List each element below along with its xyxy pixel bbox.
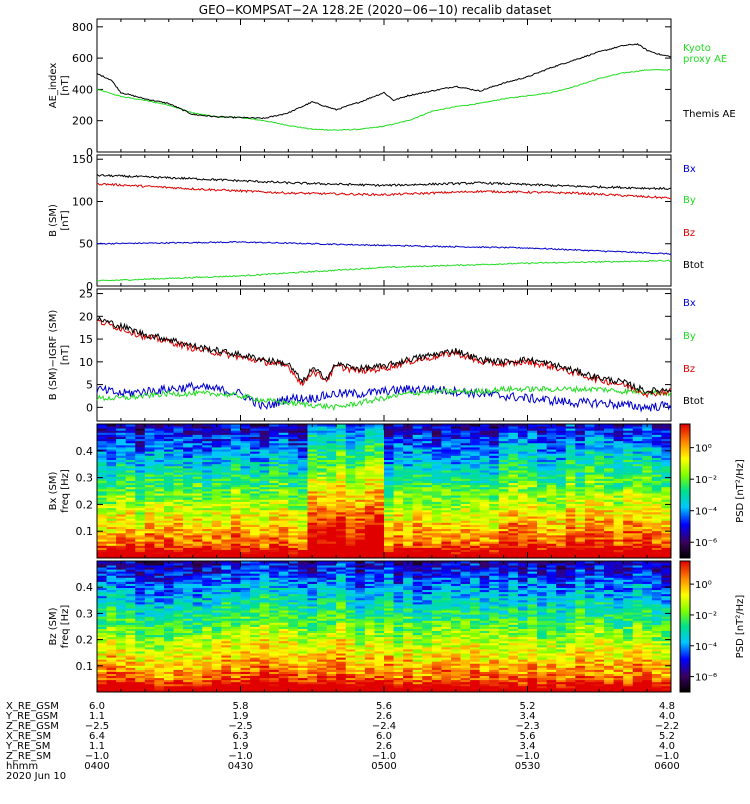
legend-label-by: By [683, 195, 696, 206]
panel-frame [97, 19, 671, 152]
y-tick-label: 600 [72, 52, 93, 65]
colorbar-tick-label: 10⁻⁴ [695, 507, 717, 518]
series-line-kyoto-proxy-ae [97, 69, 671, 130]
y-tick-label: 0.1 [76, 525, 94, 538]
chart-title: GEO−KOMPSAT−2A 128.2E (2020−06−10) recal… [199, 3, 552, 17]
y-tick-label: 100 [72, 195, 93, 208]
legend-label-btot: Btot [683, 396, 704, 407]
legend-label-themis-ae: Themis AE [682, 109, 736, 120]
y-axis-label: B (SM)−IGRF (SM) [48, 310, 59, 401]
series-line-by [97, 387, 671, 410]
y-tick-label: 50 [79, 238, 93, 251]
y-tick-label: 400 [72, 83, 93, 96]
colorbar [680, 424, 690, 558]
y-tick-label: 20 [79, 310, 93, 323]
y-tick-label: 15 [79, 333, 93, 346]
y-axis-unit: [nT] [60, 210, 71, 230]
legend-label-bx: Bx [683, 298, 696, 309]
colorbar-tick-label: 10⁰ [695, 444, 712, 455]
legend-label-bz: Bz [683, 228, 695, 239]
y-axis-label: Bx (SM) [48, 472, 59, 511]
legend-label-bx: Bx [683, 164, 696, 175]
y-axis-label: B (SM) [48, 204, 59, 237]
y-tick-label: 0.2 [76, 498, 94, 511]
y-tick-label: 150 [72, 153, 93, 166]
y-tick-label: 200 [72, 115, 93, 128]
y-tick-label: 5 [86, 379, 93, 392]
series-line-bx [97, 242, 671, 255]
colorbar-tick-label: 10⁻² [695, 475, 717, 486]
series-line-btot [97, 174, 671, 189]
y-tick-label: 10 [79, 356, 93, 369]
panel-frame [97, 155, 671, 286]
legend-label-bz: Bz [683, 364, 695, 375]
legend-label-kyoto-proxy-ae: proxy AE [683, 54, 727, 65]
y-axis-unit: [nT] [60, 345, 71, 365]
colorbar-tick-label: 10⁻⁶ [695, 538, 717, 549]
y-tick-label: 800 [72, 21, 93, 34]
series-line-themis-ae [97, 44, 671, 119]
y-tick-label: 0.4 [76, 445, 94, 458]
series-line-by [97, 260, 671, 281]
legend-label-by: By [683, 331, 696, 342]
legend-label-kyoto-proxy-ae: Kyoto [683, 43, 711, 54]
y-tick-label: 0 [86, 401, 93, 414]
y-axis-unit: freq [Hz] [60, 469, 71, 513]
y-tick-label: 0.3 [76, 472, 94, 485]
y-axis-unit: [nT] [60, 75, 71, 95]
colorbar-label: PSD [nT²/Hz] [735, 459, 746, 523]
series-line-btot [97, 317, 671, 394]
legend-label-btot: Btot [683, 260, 704, 271]
y-axis-label: AE_index [48, 63, 59, 109]
y-tick-label: 25 [79, 288, 93, 301]
